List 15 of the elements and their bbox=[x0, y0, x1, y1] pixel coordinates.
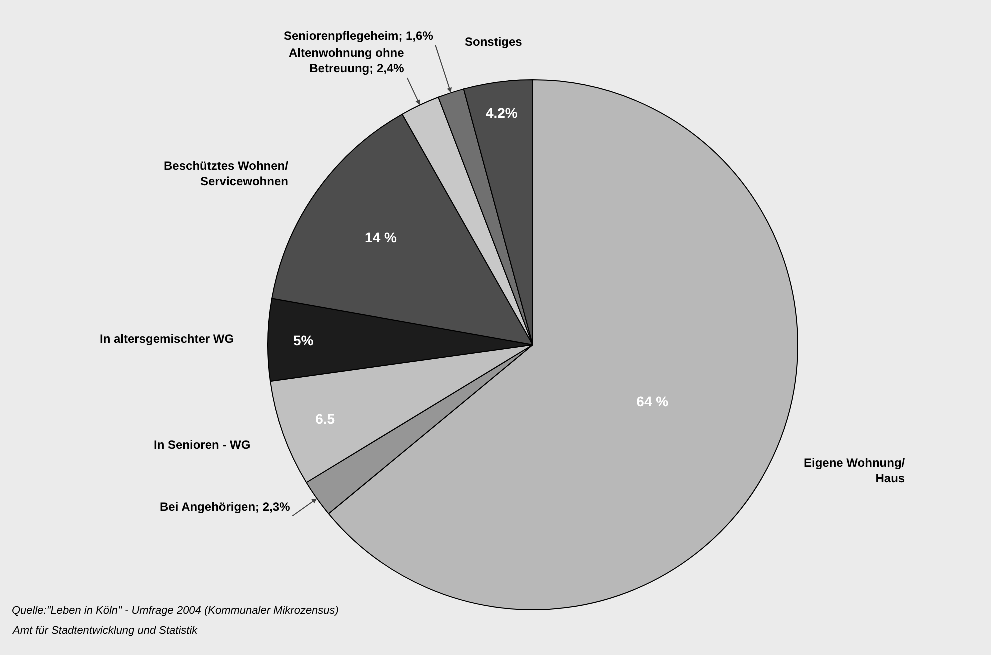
data-label: 5% bbox=[293, 332, 314, 349]
slice-label: Eigene Wohnung/ Haus bbox=[804, 456, 906, 486]
data-label: 6.5 bbox=[316, 410, 336, 427]
slice-label: Beschütztes Wohnen/ Servicewohnen bbox=[164, 159, 290, 189]
data-label: 14 % bbox=[365, 230, 398, 246]
text: Amt für Stadtentwicklung und Statistik bbox=[12, 625, 198, 637]
slice-label: Seniorenpflegeheim; 1,6% bbox=[284, 29, 434, 43]
data-label: 4.2% bbox=[486, 104, 518, 121]
data-label: 64 % bbox=[636, 393, 670, 410]
slice-label: Altenwohnung ohne Betreuung; 2,4% bbox=[289, 46, 405, 76]
slice-label: In Senioren - WG bbox=[154, 438, 251, 452]
slice-label: Sonstiges bbox=[465, 35, 523, 49]
source-note: Quelle:"Leben in Köln" - Umfrage 2004 (Kommunaler Mikrozensus) bbox=[12, 605, 340, 617]
slice-label: Bei Angehörigen; 2,3% bbox=[160, 500, 291, 514]
slice-label: In altersgemischter WG bbox=[100, 332, 234, 346]
